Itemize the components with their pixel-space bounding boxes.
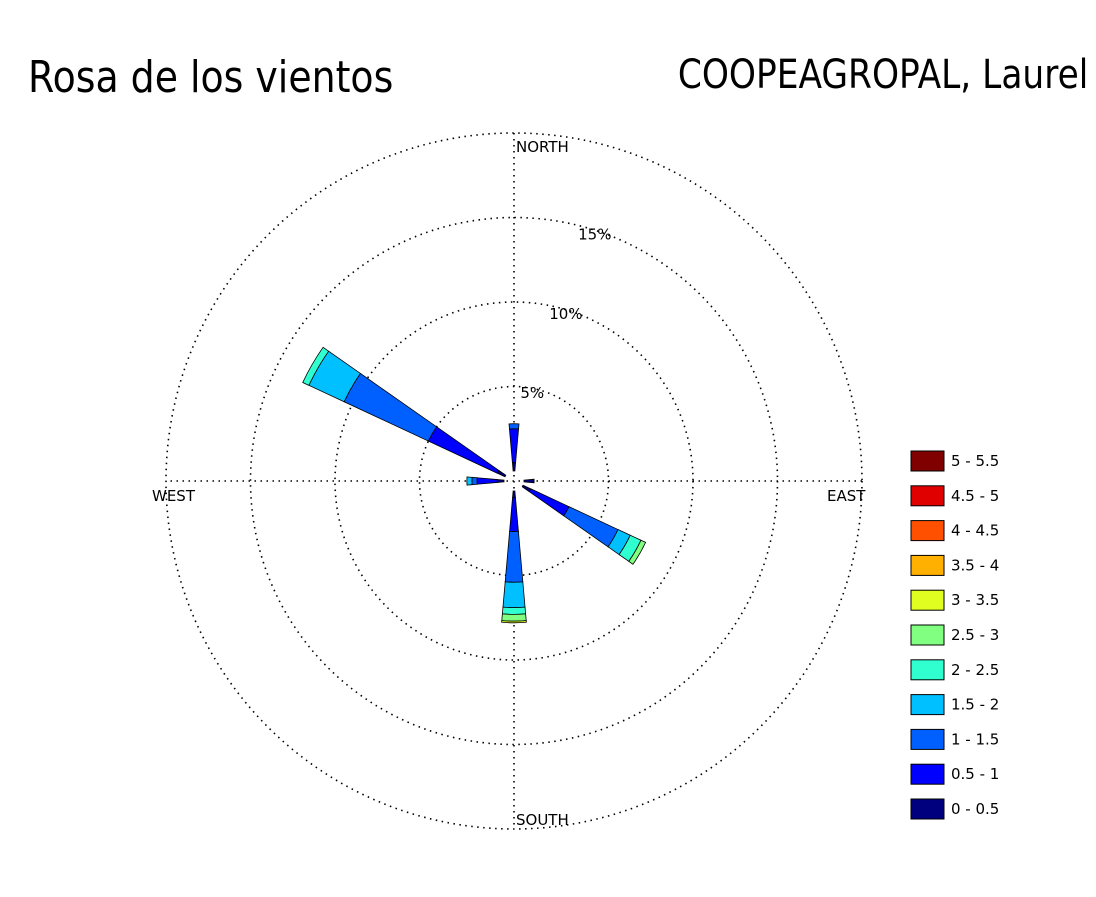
direction-label-north: NORTH [516, 138, 569, 156]
sector-180-bin-5 [501, 613, 527, 622]
legend-swatch-10 [910, 450, 945, 472]
legend-label-5: 2.5 - 3 [951, 626, 999, 644]
legend-label-10: 5 - 5.5 [951, 452, 999, 470]
sector-180-bin-4 [501, 606, 527, 615]
sector-90-bin-0 [523, 478, 535, 484]
legend-label-8: 4 - 4.5 [951, 522, 999, 540]
legend-label-6: 3 - 3.5 [951, 591, 999, 609]
legend-label-2: 1 - 1.5 [951, 730, 999, 748]
sector-180-bin-1 [509, 497, 519, 532]
legend-swatch-5 [910, 624, 945, 646]
legend-label-0: 0 - 0.5 [951, 800, 999, 818]
direction-label-south: SOUTH [516, 811, 569, 829]
polar-grid [165, 132, 863, 830]
sector-270-bin-3 [466, 476, 473, 486]
chart-title: Rosa de los vientos [28, 52, 394, 103]
legend-swatch-0 [910, 798, 945, 820]
legend-label-4: 2 - 2.5 [951, 661, 999, 679]
sector-180-bin-3 [502, 581, 526, 609]
legend-swatch-7 [910, 554, 945, 576]
sector-180-bin-2 [504, 530, 524, 583]
sector-270-bin-1 [476, 477, 498, 485]
ring-label-5: 5% [520, 384, 544, 402]
ring-label-15: 15% [578, 225, 611, 243]
sector-300-bin-1 [427, 426, 500, 474]
chart-subtitle: COOPEAGROPAL, Laurel [677, 52, 1088, 98]
sector-0-bin-2 [508, 423, 520, 430]
legend-swatch-3 [910, 694, 945, 716]
direction-label-east: EAST [827, 487, 866, 505]
direction-label-west: WEST [152, 487, 196, 505]
legend-label-9: 4.5 - 5 [951, 487, 999, 505]
sector-270-bin-0 [496, 479, 505, 483]
sector-0-bin-1 [509, 428, 519, 464]
sector-120-bin-1 [528, 488, 570, 517]
legend-swatch-6 [910, 589, 945, 611]
legend-swatch-8 [910, 520, 945, 542]
sector-0-bin-0 [511, 462, 517, 472]
legend-label-1: 0.5 - 1 [951, 765, 999, 783]
legend-swatch-1 [910, 763, 945, 785]
sector-120-bin-5 [628, 539, 647, 565]
sector-120-bin-2 [563, 506, 619, 548]
legend-label-7: 3.5 - 4 [951, 556, 999, 574]
legend-swatch-2 [910, 728, 945, 750]
ring-label-10: 10% [549, 305, 582, 323]
legend-swatch-4 [910, 659, 945, 681]
legend: 0 - 0.5 0.5 - 1 1 - 1.5 1.5 - 2 2 - 2.5 2.5 -… [910, 450, 999, 820]
legend-label-3: 1.5 - 2 [951, 696, 999, 714]
wind-sectors [302, 346, 647, 624]
legend-swatch-9 [910, 485, 945, 507]
sector-180-bin-0 [512, 490, 516, 499]
polar-labels: NORTH SOUTH EAST WEST 5% 10% 15% [152, 138, 866, 829]
sector-270-bin-2 [471, 476, 478, 486]
sector-300-bin-2 [343, 372, 438, 442]
sector-300-bin-4 [302, 346, 330, 386]
sector-180-bin-6 [501, 620, 527, 624]
